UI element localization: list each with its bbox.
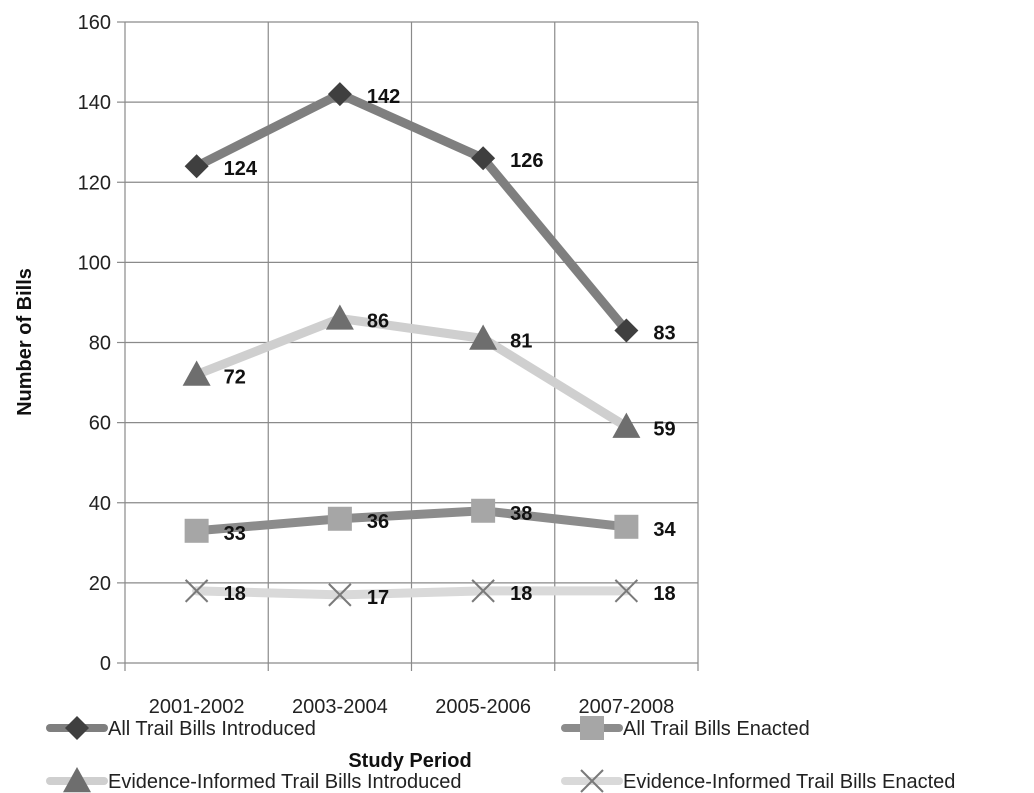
legend-item: All Trail Bills Enacted <box>561 716 810 740</box>
data-label: 86 <box>367 310 389 332</box>
legend-item: Evidence-Informed Trail Bills Enacted <box>561 769 955 793</box>
data-label: 36 <box>367 511 389 533</box>
legend-marker <box>580 716 604 740</box>
data-label: 18 <box>224 583 246 605</box>
data-point <box>471 498 496 523</box>
marker-stroke <box>580 769 604 793</box>
x-tick-label: 2001-2002 <box>149 696 245 718</box>
y-tick-label: 100 <box>78 252 111 274</box>
series-line <box>192 506 631 536</box>
data-label: 18 <box>653 583 675 605</box>
data-point <box>469 324 498 350</box>
legend-marker <box>65 716 89 740</box>
x-tick-label: 2005-2006 <box>435 696 531 718</box>
y-tick-label: 40 <box>89 493 111 515</box>
data-point <box>328 583 352 607</box>
data-label: 38 <box>510 503 532 525</box>
y-axis-title: Number of Bills <box>14 268 36 416</box>
data-point <box>327 506 352 531</box>
data-label: 17 <box>367 587 389 609</box>
series-group <box>182 82 641 607</box>
data-point <box>184 518 209 543</box>
y-tick-label: 20 <box>89 573 111 595</box>
data-point <box>184 579 209 603</box>
legend-marker <box>580 769 604 793</box>
y-tick-label: 0 <box>100 653 111 675</box>
data-point <box>614 514 639 539</box>
series-line <box>192 313 631 432</box>
legend-marker <box>63 767 91 793</box>
legend: All Trail Bills Introduced All Trail Bill… <box>46 716 955 793</box>
marker-stroke <box>614 579 639 603</box>
legend-label: All Trail Bills Enacted <box>623 718 810 740</box>
data-label: 34 <box>653 519 676 541</box>
legend-label: All Trail Bills Introduced <box>108 718 316 740</box>
y-tick-label: 60 <box>89 413 111 435</box>
data-point <box>184 154 209 179</box>
x-tick-label: 2003-2004 <box>292 696 388 718</box>
data-label: 83 <box>653 322 675 344</box>
y-tick-label: 80 <box>89 333 111 355</box>
data-point <box>325 304 354 330</box>
data-point <box>327 82 352 107</box>
data-point <box>471 146 496 171</box>
x-tick-label: 2007-2008 <box>579 696 675 718</box>
data-point <box>471 579 495 603</box>
data-labels: 124 142 126 83 33 36 38 34 72 86 81 59 18 17 18 18 <box>224 86 677 609</box>
data-label: 59 <box>653 419 675 441</box>
data-point <box>612 412 641 438</box>
data-label: 72 <box>224 367 246 389</box>
y-tick-label: 160 <box>78 12 111 34</box>
data-label: 33 <box>224 523 246 545</box>
data-label: 124 <box>224 158 258 180</box>
x-axis-title: Study Period <box>348 750 471 772</box>
marker-stroke <box>471 579 495 603</box>
grid <box>124 21 699 671</box>
marker-stroke <box>328 583 352 607</box>
marker-stroke <box>184 579 209 603</box>
legend-label: Evidence-Informed Trail Bills Enacted <box>623 771 955 793</box>
series-line <box>192 89 631 335</box>
data-point <box>614 318 639 343</box>
data-point <box>614 579 639 603</box>
legend-item: Evidence-Informed Trail Bills Introduced <box>46 767 462 793</box>
data-label: 81 <box>510 330 532 352</box>
legend-label: Evidence-Informed Trail Bills Introduced <box>108 771 462 793</box>
axes: 0 20 40 60 80 100 120 140 160 2001-2002 2003-2004 2… <box>78 12 675 718</box>
data-point <box>182 360 211 386</box>
y-tick-label: 140 <box>78 92 111 114</box>
y-tick-label: 120 <box>78 172 111 194</box>
series-line <box>192 586 631 600</box>
data-label: 18 <box>510 583 532 605</box>
legend-item: All Trail Bills Introduced <box>46 716 316 740</box>
data-label: 142 <box>367 86 400 108</box>
data-label: 126 <box>510 150 543 172</box>
